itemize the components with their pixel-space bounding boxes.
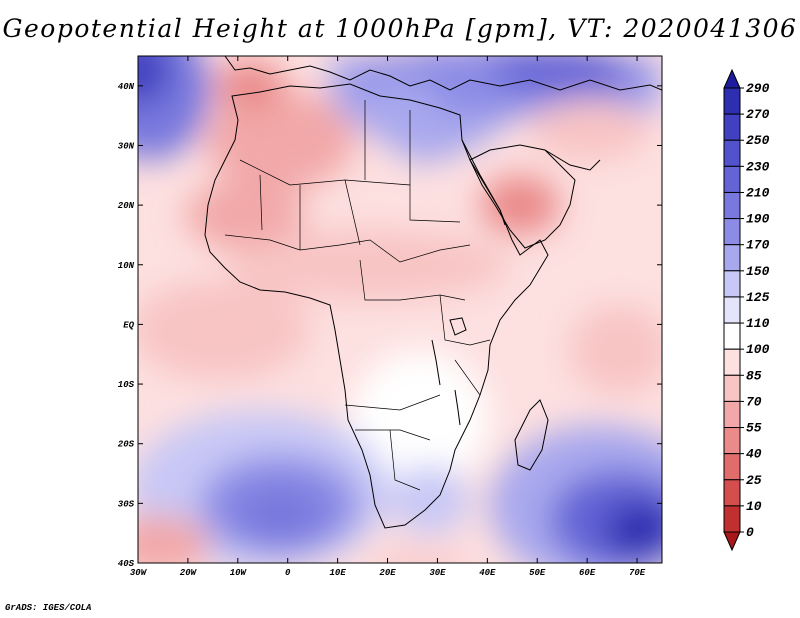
colorbar-swatch	[723, 218, 741, 246]
lon-tick-label: 0	[285, 568, 291, 578]
colorbar-swatch	[723, 139, 741, 167]
colorbar-label: 190	[746, 212, 770, 227]
coastlines	[204, 56, 662, 529]
saharan-heat-low	[205, 90, 355, 190]
indian-ocean-high-core	[605, 502, 662, 558]
colorbar-top-arrow	[723, 68, 741, 89]
colorbar-swatch	[723, 400, 741, 429]
colorbar-swatch	[723, 374, 741, 402]
lat-tick-label: 40N	[118, 82, 135, 92]
persian-gulf	[544, 149, 601, 171]
border-east	[439, 294, 491, 396]
lon-tick-label: 30W	[130, 568, 148, 578]
colorbar-label: 230	[746, 159, 770, 174]
colorbar-label: 210	[746, 185, 770, 200]
colorbar-swatch	[723, 296, 741, 324]
colorbar-label: 100	[746, 342, 770, 357]
lake-tanganyika	[431, 339, 441, 386]
lon-tick-label: 60E	[579, 568, 596, 578]
colorbar-bottom-arrow	[723, 531, 741, 552]
border-southern	[344, 394, 441, 491]
border-sahara-north	[239, 159, 461, 223]
map-title: Geopotential Height at 1000hPa [gpm], VT…	[2, 14, 798, 43]
colorbar-label: 170	[746, 238, 770, 253]
colorbar-label: 250	[746, 133, 770, 148]
lake-victoria	[449, 317, 467, 336]
height-field	[138, 56, 662, 563]
colorbar-swatch	[723, 165, 741, 193]
iran-heat-low	[530, 100, 650, 160]
colorbar-swatch	[723, 244, 741, 272]
colorbar-swatch	[723, 348, 741, 376]
colorbar-label: 125	[746, 290, 770, 305]
europe-coastline	[224, 56, 662, 91]
border-libya-egypt	[364, 100, 411, 185]
border-sahel	[224, 234, 471, 263]
country-borders	[224, 100, 491, 491]
border-central	[359, 259, 466, 301]
lat-tick-label: 20S	[118, 440, 135, 450]
colorbar-label: 70	[746, 394, 762, 409]
colorbar-swatch	[723, 453, 741, 481]
red-sea	[461, 139, 506, 226]
colorbar-label: 55	[746, 421, 762, 436]
colorbar-swatch	[723, 270, 741, 298]
colorbar-label: 0	[746, 525, 754, 540]
colorbar-label: 270	[746, 107, 770, 122]
colorbar-swatch	[723, 479, 741, 507]
west-africa-heat-low	[185, 180, 305, 250]
lon-tick-label: 20W	[180, 568, 198, 578]
colorbar	[723, 68, 744, 552]
lake-malawi	[454, 389, 461, 426]
arabian-heat-low	[480, 175, 560, 235]
eastern-sahara-low	[360, 80, 440, 140]
colorbar-swatch	[723, 427, 741, 455]
plot-frame	[137, 55, 663, 564]
colorbar-swatch	[723, 505, 741, 533]
colorbar-label: 40	[746, 447, 762, 462]
arabia-coastline	[469, 144, 576, 249]
indian-ocean-band	[570, 305, 662, 395]
lon-tick-label: 30E	[429, 568, 446, 578]
lat-tick-label: 30S	[118, 499, 135, 509]
southern-ocean-low	[138, 515, 210, 563]
lon-tick-label: 70E	[629, 568, 646, 578]
lon-tick-label: 10E	[330, 568, 347, 578]
axis-ticks	[137, 56, 662, 564]
colorbar-label: 290	[746, 81, 770, 96]
colorbar-swatch	[723, 113, 741, 141]
lon-tick-label: 50E	[529, 568, 546, 578]
south-atlantic-high-core	[235, 485, 325, 545]
colorbar-label: 150	[746, 264, 770, 279]
south-africa-ridge	[390, 465, 470, 535]
border-west-africa	[259, 174, 361, 250]
grads-credit: GrADS: IGES/COLA	[5, 603, 92, 613]
lat-tick-label: 10N	[118, 261, 135, 271]
colorbar-swatch	[723, 191, 741, 220]
colorbar-swatch	[723, 322, 741, 350]
lat-tick-label: 30N	[118, 141, 135, 151]
northwest-low-core	[138, 56, 170, 105]
lat-tick-label: 10S	[118, 380, 135, 390]
colorbar-label: 110	[746, 316, 770, 331]
lat-tick-label: EQ	[123, 320, 134, 330]
colorbar-swatch	[723, 87, 741, 115]
axis-labels: 30W 20W 10W 0 10E 20E 30E 40E 50E 60E 70E 40N 30N 20N…	[118, 82, 646, 578]
lon-tick-label: 10W	[230, 568, 248, 578]
lon-tick-label: 40E	[479, 568, 496, 578]
southern-africa-neutral	[350, 350, 490, 490]
lat-tick-label: 40S	[118, 559, 135, 569]
madagascar-coastline	[514, 399, 549, 471]
lon-tick-label: 20E	[379, 568, 396, 578]
colorbar-label: 25	[746, 473, 762, 488]
south-coast-low	[370, 553, 470, 563]
colorbar-label: 85	[746, 368, 762, 383]
colorbar-label: 10	[746, 499, 762, 514]
colorbar-labels: 2902702502302101901701501251101008570554…	[746, 81, 770, 540]
gulf-of-guinea-band	[138, 280, 310, 380]
lat-tick-label: 20N	[118, 201, 135, 211]
africa-coastline	[204, 83, 549, 529]
black-sea-low	[490, 56, 630, 92]
